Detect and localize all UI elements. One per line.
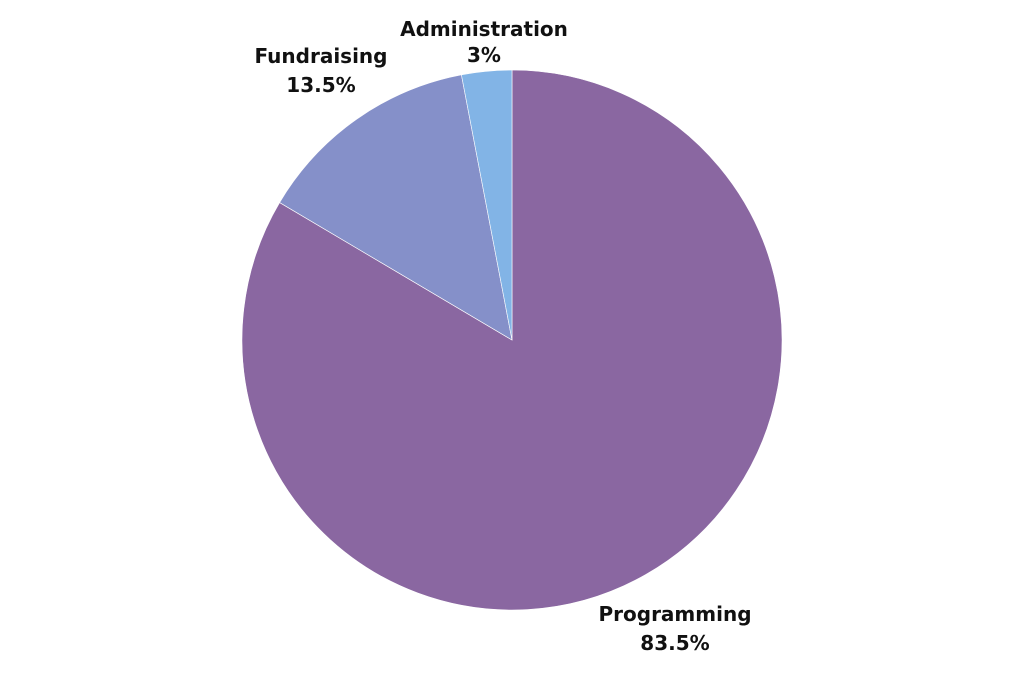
pie-slice-fundraising: [279, 74, 513, 341]
slice-value-administration: 3%: [467, 43, 501, 67]
slice-label-administration: Administration: [400, 17, 568, 41]
slice-value-fundraising: 13.5%: [286, 73, 355, 97]
pie-slice-administration: [461, 69, 513, 341]
pie-labels: Administration 3% Fundraising 13.5% Prog…: [255, 17, 752, 655]
pie-slices: [241, 69, 783, 611]
slice-value-programming: 83.5%: [640, 631, 709, 655]
slice-label-programming: Programming: [598, 602, 751, 626]
slice-label-fundraising: Fundraising: [255, 44, 388, 68]
